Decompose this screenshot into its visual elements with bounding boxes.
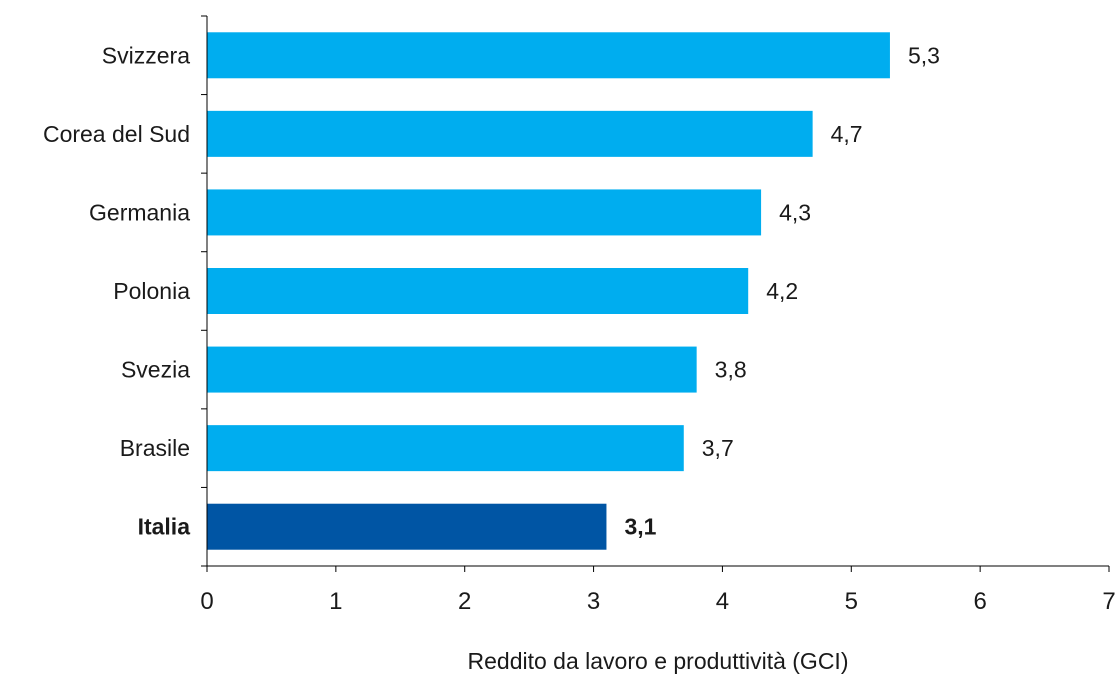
category-label-svizzera: Svizzera <box>102 42 190 68</box>
category-label-polonia: Polonia <box>113 278 190 304</box>
category-label-germania: Germania <box>89 199 190 225</box>
value-label-svizzera: 5,3 <box>908 42 940 68</box>
bars-group <box>207 32 890 550</box>
category-label-brasile: Brasile <box>120 435 190 461</box>
bar-svizzera <box>207 32 890 79</box>
x-tick-label-4: 4 <box>716 588 729 615</box>
value-label-germania: 4,3 <box>779 199 811 225</box>
x-tick-label-1: 1 <box>329 588 342 615</box>
category-label-svezia: Svezia <box>121 357 190 383</box>
value-label-svezia: 3,8 <box>715 357 747 383</box>
x-tick-label-7: 7 <box>1102 588 1115 615</box>
bar-polonia <box>207 268 749 314</box>
bar-brasile <box>207 425 684 472</box>
x-tick-label-0: 0 <box>200 588 213 615</box>
axes-group: Svizzera 5,3 Corea del Sud 4,7 Germania 4,3 Po… <box>43 15 1116 615</box>
bar-svezia <box>207 346 697 393</box>
bar-germania <box>207 189 762 236</box>
x-axis-title: Reddito da lavoro e produttività (GCI) <box>468 648 849 674</box>
value-label-polonia: 4,2 <box>766 278 798 304</box>
x-tick-label-5: 5 <box>845 588 858 615</box>
x-tick-label-2: 2 <box>458 588 471 615</box>
category-label-corea-del-sud: Corea del Sud <box>43 121 190 147</box>
value-label-corea-del-sud: 4,7 <box>831 121 863 147</box>
x-tick-label-6: 6 <box>973 588 986 615</box>
bar-corea-del-sud <box>207 110 813 157</box>
value-label-brasile: 3,7 <box>702 435 734 461</box>
category-label-italia: Italia <box>138 514 191 540</box>
bar-italia <box>207 503 607 550</box>
x-tick-label-3: 3 <box>587 588 600 615</box>
value-label-italia: 3,1 <box>624 514 656 540</box>
